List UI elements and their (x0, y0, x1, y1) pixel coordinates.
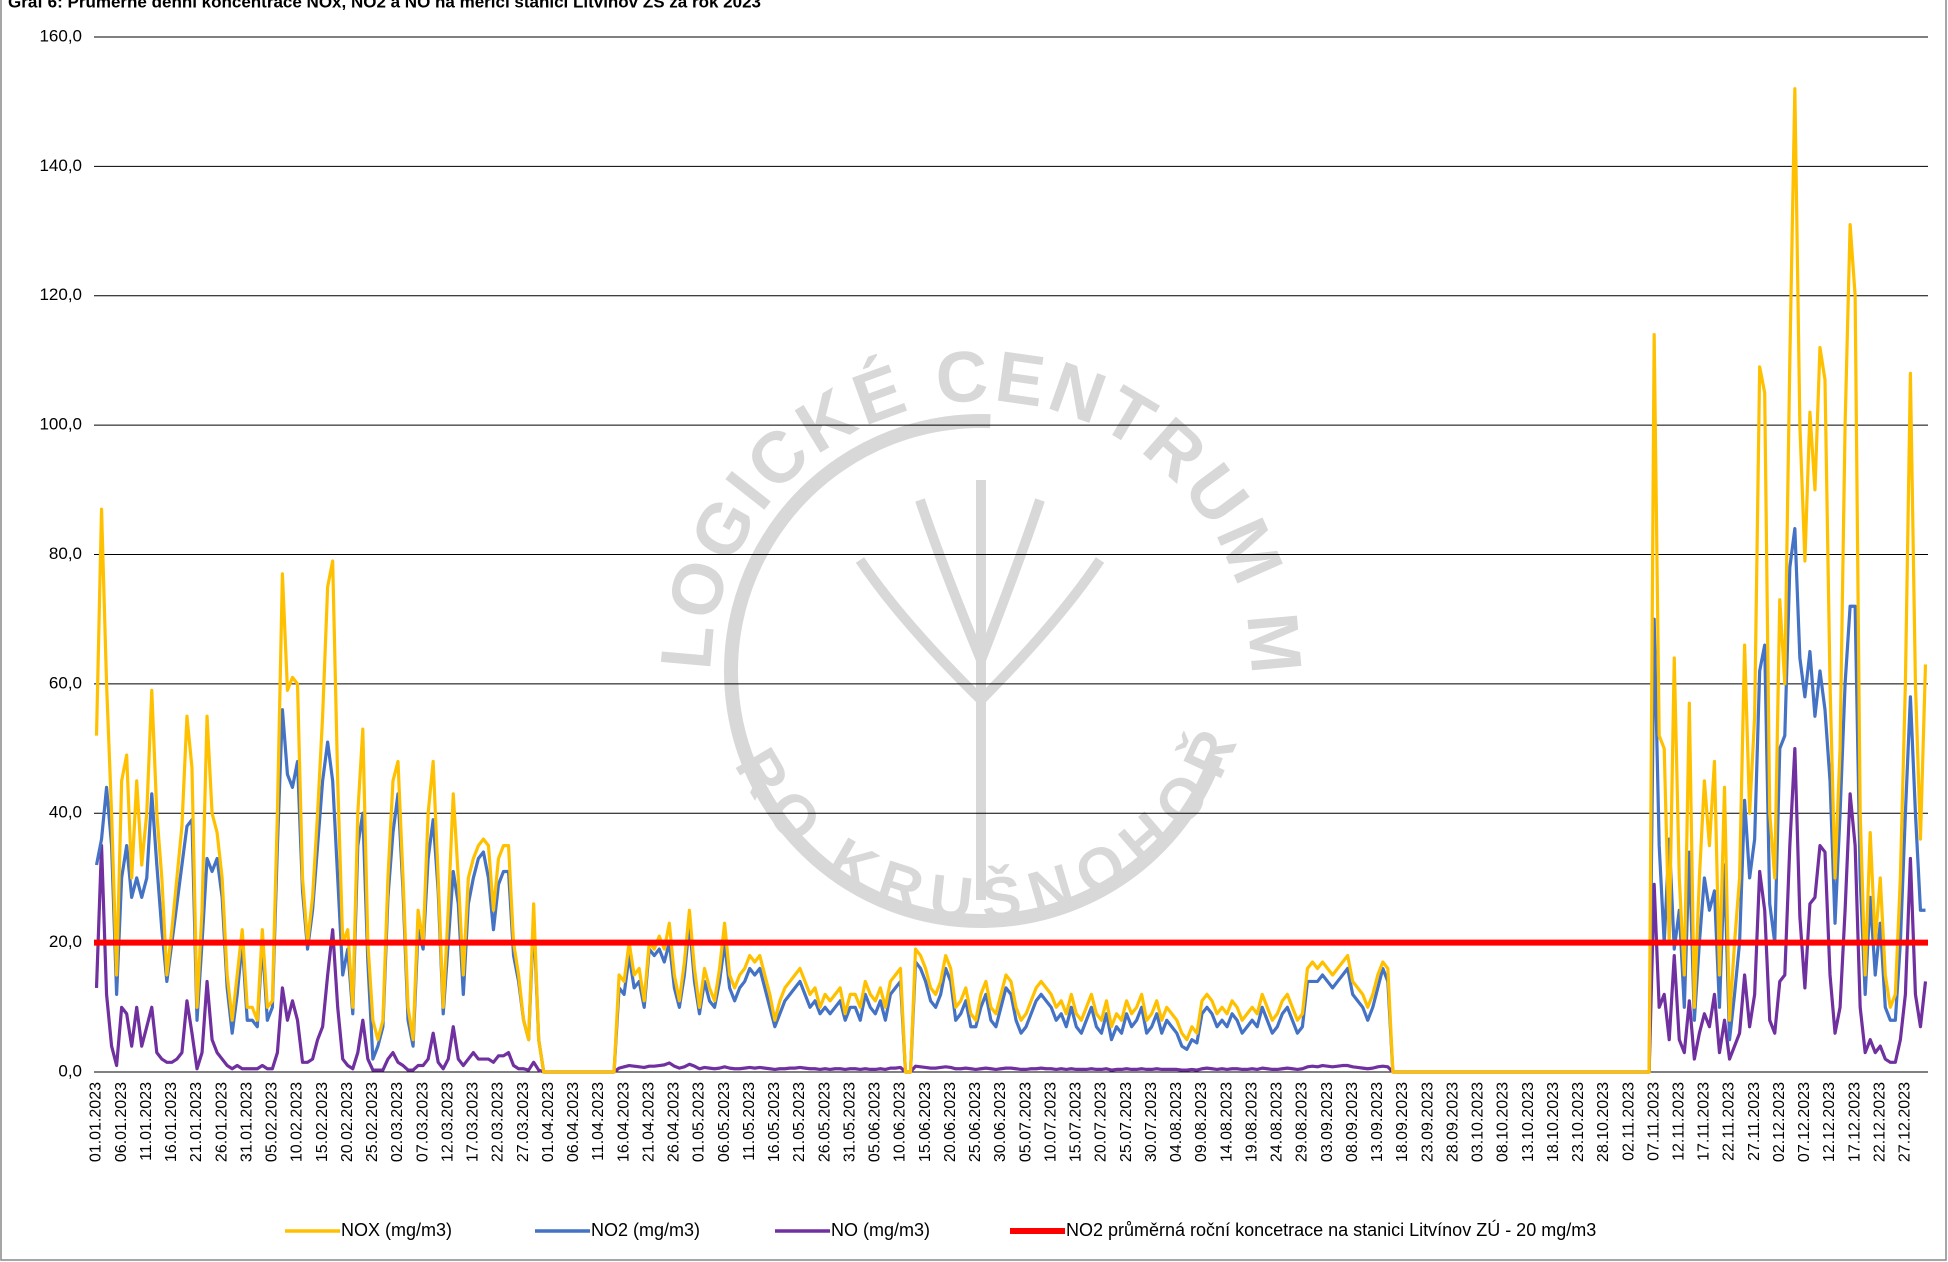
x-tick-label: 11.04.2023 (590, 1082, 607, 1161)
y-tick-label: 100,0 (39, 415, 82, 434)
x-tick-label: 26.01.2023 (213, 1082, 230, 1162)
x-tick-label: 05.07.2023 (1017, 1082, 1034, 1162)
x-tick-label: 05.02.2023 (264, 1082, 281, 1162)
x-tick-label: 15.02.2023 (314, 1082, 331, 1162)
x-tick-label: 17.03.2023 (465, 1082, 482, 1162)
x-tick-label: 21.05.2023 (791, 1082, 808, 1162)
legend-label: NOX (mg/m3) (341, 1220, 452, 1240)
x-tick-label: 26.05.2023 (816, 1082, 833, 1162)
y-tick-label: 40,0 (49, 803, 82, 822)
x-tick-label: 06.05.2023 (716, 1082, 733, 1162)
x-tick-label: 02.03.2023 (389, 1082, 406, 1162)
x-tick-label: 06.04.2023 (565, 1082, 582, 1162)
series-line (94, 87, 1928, 1074)
x-tick-label: 07.11.2023 (1645, 1082, 1662, 1161)
y-tick-label: 80,0 (49, 544, 82, 563)
x-tick-label: 28.10.2023 (1595, 1082, 1612, 1162)
x-tick-label: 16.05.2023 (766, 1082, 783, 1162)
x-tick-label: 03.10.2023 (1470, 1082, 1487, 1162)
y-tick-label: 20,0 (49, 932, 82, 951)
x-tick-label: 17.11.2023 (1696, 1082, 1713, 1161)
x-tick-label: 01.05.2023 (691, 1082, 708, 1162)
x-tick-label: 20.07.2023 (1093, 1082, 1110, 1162)
x-tick-label: 02.12.2023 (1771, 1082, 1788, 1162)
x-tick-label: 25.02.2023 (364, 1082, 381, 1162)
x-tick-label: 10.02.2023 (289, 1082, 306, 1162)
chart-title: Graf 6: Průměrné denní koncentrace NOx, … (8, 0, 761, 11)
x-tick-label: 16.04.2023 (615, 1082, 632, 1162)
x-tick-label: 21.04.2023 (640, 1082, 657, 1162)
x-tick-label: 24.08.2023 (1269, 1082, 1286, 1162)
x-tick-label: 31.01.2023 (238, 1082, 255, 1162)
x-tick-label: 08.10.2023 (1495, 1082, 1512, 1162)
x-tick-label: 11.01.2023 (138, 1082, 155, 1161)
x-tick-label: 18.10.2023 (1545, 1082, 1562, 1162)
x-tick-label: 22.03.2023 (490, 1082, 507, 1162)
x-tick-label: 22.11.2023 (1721, 1082, 1738, 1161)
x-tick-label: 19.08.2023 (1243, 1082, 1260, 1162)
legend-label: NO2 (mg/m3) (591, 1220, 700, 1240)
x-tick-label: 29.08.2023 (1294, 1082, 1311, 1162)
y-tick-label: 60,0 (49, 673, 82, 692)
x-tick-label: 31.05.2023 (841, 1082, 858, 1162)
x-tick-label: 25.06.2023 (967, 1082, 984, 1162)
legend-label: NO (mg/m3) (831, 1220, 930, 1240)
y-tick-label: 0,0 (58, 1061, 82, 1080)
x-tick-label: 28.09.2023 (1444, 1082, 1461, 1162)
x-tick-label: 18.09.2023 (1394, 1082, 1411, 1162)
x-tick-label: 20.02.2023 (339, 1082, 356, 1162)
x-tick-label: 15.06.2023 (917, 1082, 934, 1162)
x-tick-label: 10.06.2023 (892, 1082, 909, 1162)
x-tick-label: 02.11.2023 (1620, 1082, 1637, 1161)
x-tick-label: 16.01.2023 (163, 1082, 180, 1162)
x-tick-label: 07.03.2023 (414, 1082, 431, 1162)
x-tick-label: 06.01.2023 (113, 1082, 130, 1162)
y-tick-label: 140,0 (39, 156, 82, 175)
x-tick-label: 08.09.2023 (1344, 1082, 1361, 1162)
x-tick-label: 14.08.2023 (1218, 1082, 1235, 1162)
x-tick-label: 07.12.2023 (1796, 1082, 1813, 1162)
x-tick-label: 09.08.2023 (1193, 1082, 1210, 1162)
x-tick-label: 26.04.2023 (666, 1082, 683, 1162)
x-tick-label: 20.06.2023 (942, 1082, 959, 1162)
x-tick-label: 03.09.2023 (1319, 1082, 1336, 1162)
x-tick-label: 13.10.2023 (1520, 1082, 1537, 1162)
legend-label: NO2 průměrná roční koncetrace na stanici… (1066, 1219, 1596, 1240)
x-tick-label: 27.03.2023 (515, 1082, 532, 1162)
x-tick-label: 17.12.2023 (1846, 1082, 1863, 1162)
x-tick-label: 27.12.2023 (1897, 1082, 1914, 1162)
x-tick-label: 01.01.2023 (88, 1082, 105, 1162)
x-tick-label: 04.08.2023 (1168, 1082, 1185, 1162)
x-tick-label: 01.04.2023 (540, 1082, 557, 1162)
x-tick-label: 23.09.2023 (1419, 1082, 1436, 1162)
watermark-tree (855, 480, 1105, 900)
x-tick-label: 12.03.2023 (439, 1082, 456, 1162)
x-tick-label: 30.06.2023 (992, 1082, 1009, 1162)
y-tick-label: 120,0 (39, 285, 82, 304)
x-tick-label: 10.07.2023 (1042, 1082, 1059, 1162)
x-tick-label: 15.07.2023 (1068, 1082, 1085, 1162)
x-tick-label: 12.12.2023 (1821, 1082, 1838, 1162)
y-tick-label: 160,0 (39, 26, 82, 45)
x-tick-label: 21.01.2023 (188, 1082, 205, 1162)
x-tick-label: 30.07.2023 (1143, 1082, 1160, 1162)
x-tick-label: 22.12.2023 (1871, 1082, 1888, 1162)
x-tick-label: 23.10.2023 (1570, 1082, 1587, 1162)
x-tick-label: 25.07.2023 (1118, 1082, 1135, 1162)
watermark-ring (724, 414, 1238, 928)
x-tick-label: 12.11.2023 (1670, 1082, 1687, 1161)
x-tick-label: 13.09.2023 (1369, 1082, 1386, 1162)
x-tick-label: 27.11.2023 (1746, 1082, 1763, 1161)
x-tick-label: 11.05.2023 (741, 1082, 758, 1161)
x-tick-label: 05.06.2023 (867, 1082, 884, 1162)
